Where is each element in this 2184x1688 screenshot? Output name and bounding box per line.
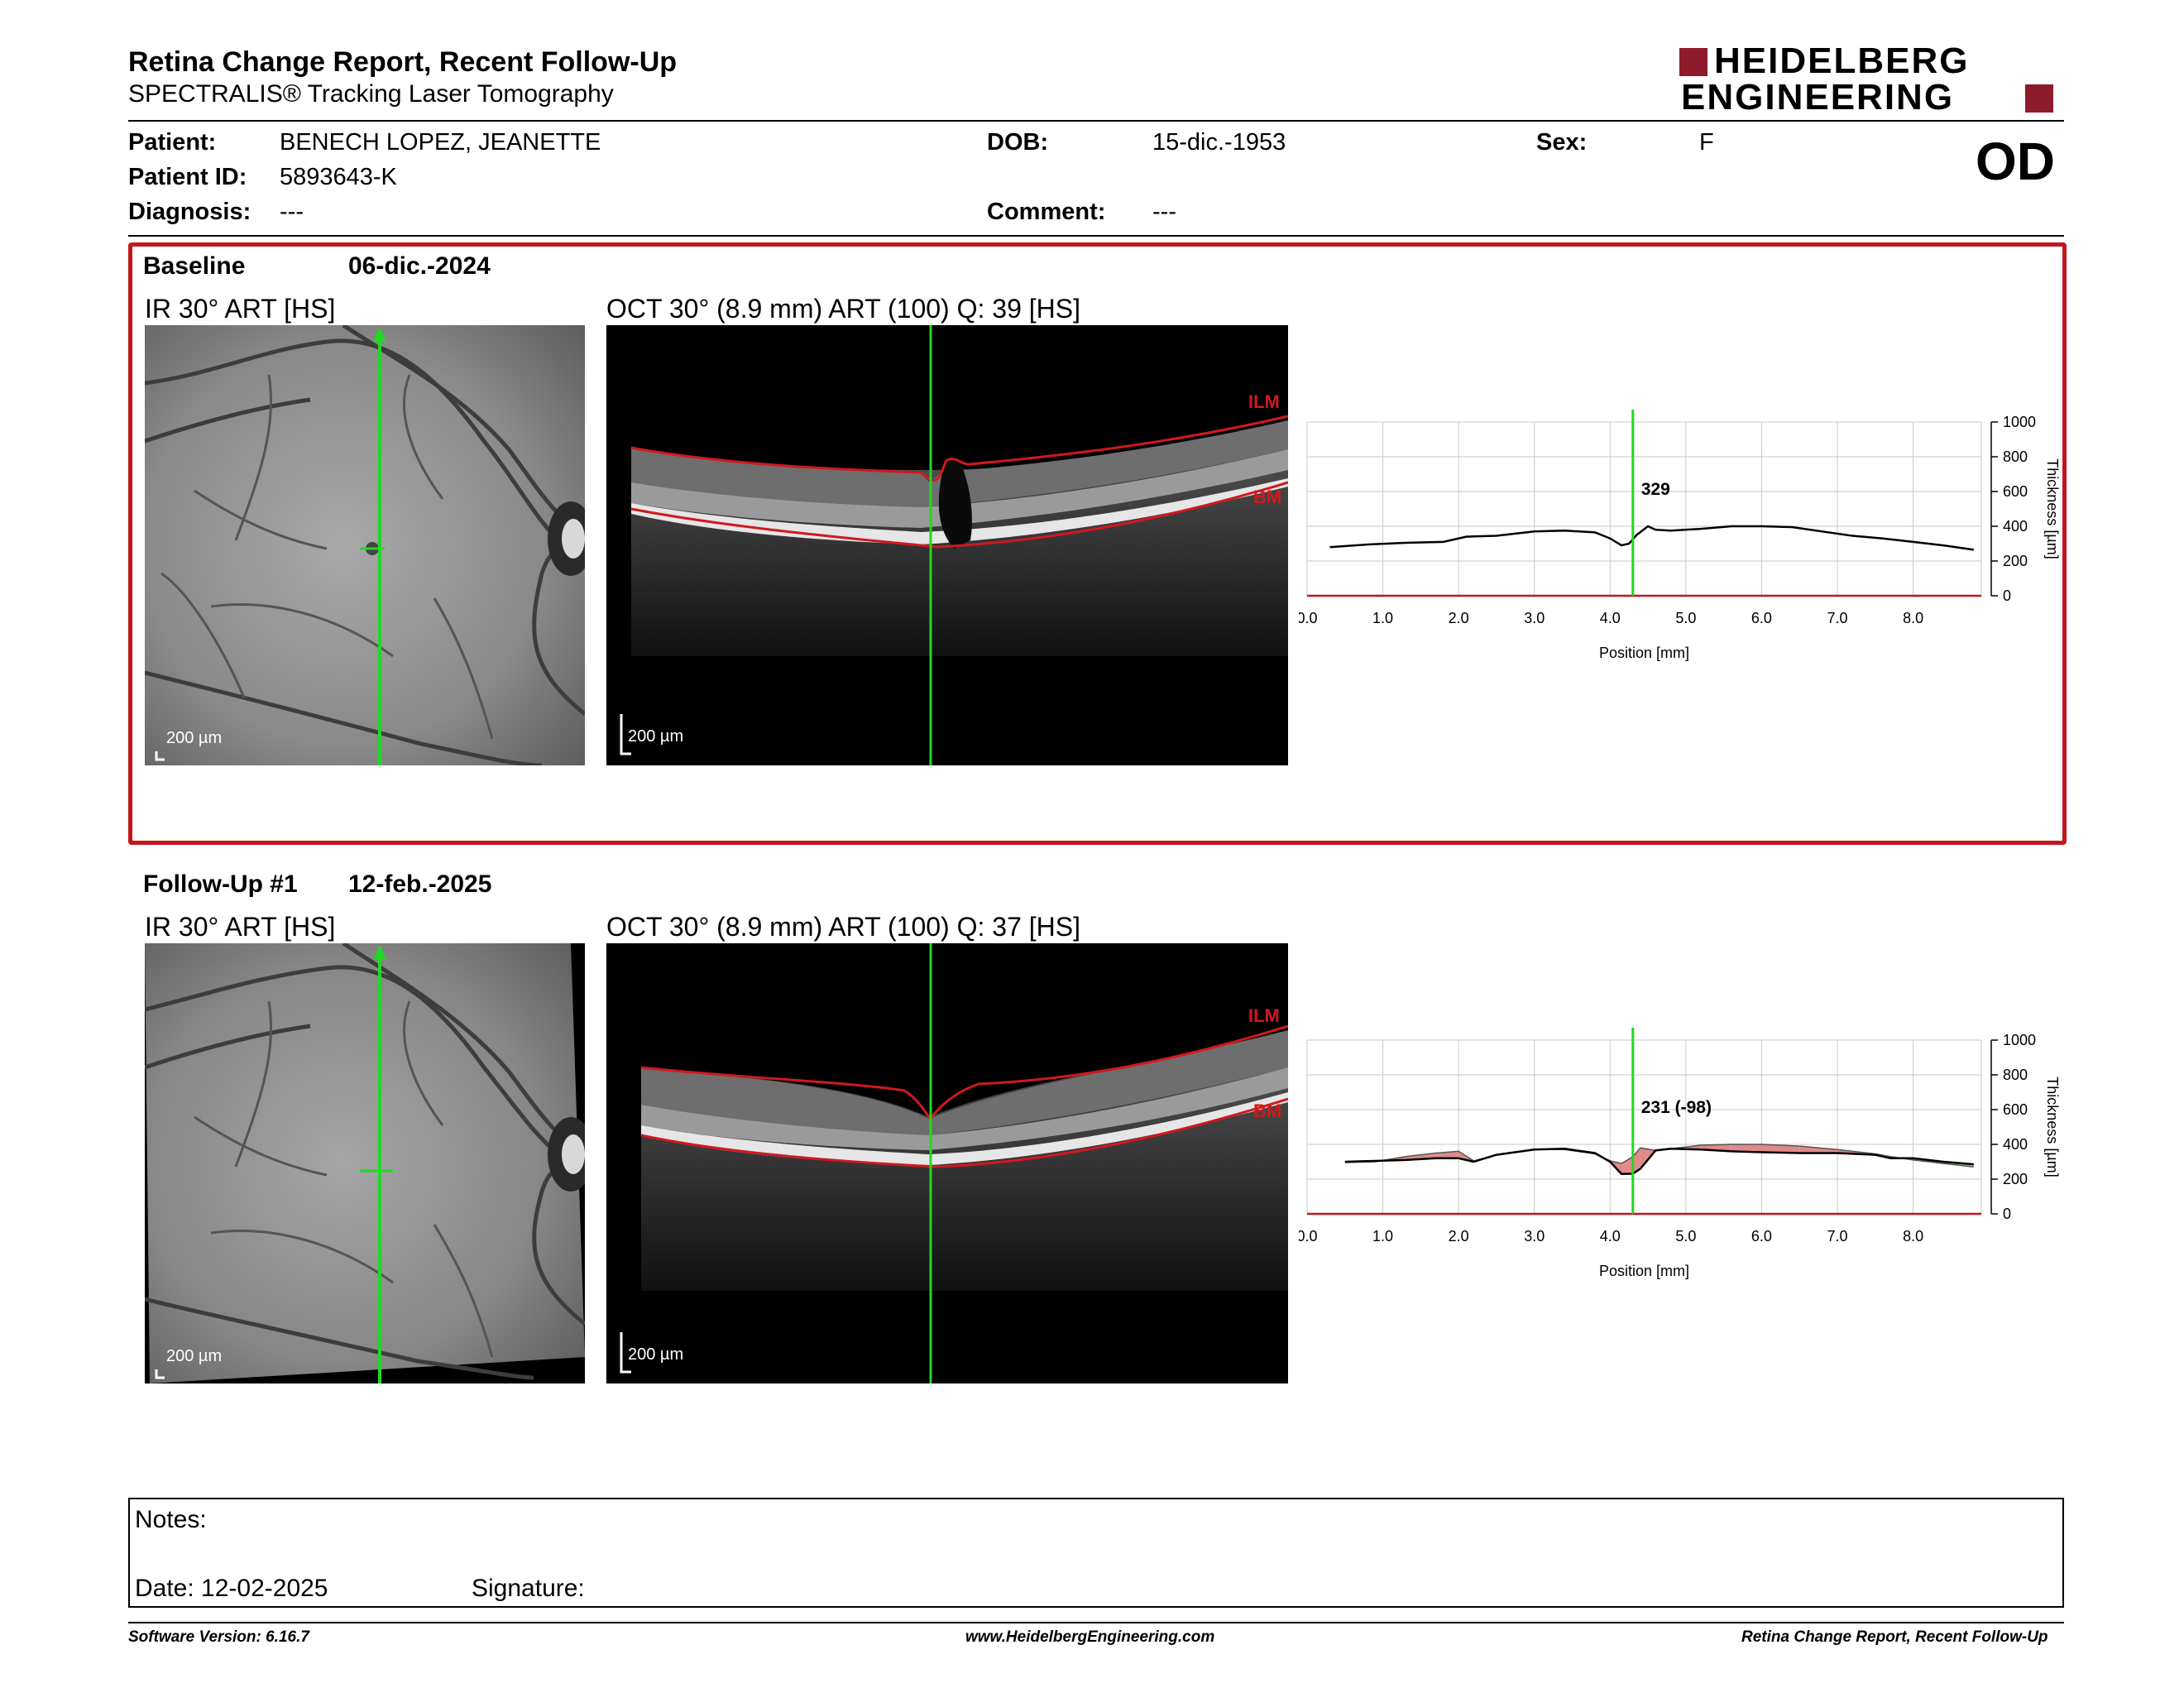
- x-tick-label: 0.0: [1299, 1228, 1318, 1244]
- followup-label: Follow-Up #1: [143, 870, 298, 898]
- cursor-value-label: 329: [1641, 480, 1670, 499]
- baseline-oct-label: OCT 30° (8.9 mm) ART (100) Q: 39 [HS]: [606, 294, 1080, 324]
- x-tick-label: 4.0: [1600, 1228, 1621, 1244]
- notes-label: Notes:: [135, 1506, 207, 1533]
- notes-date: Date: 12-02-2025: [135, 1575, 328, 1602]
- cursor-value-label: 231 (-98): [1641, 1098, 1712, 1117]
- baseline-bm-label: BM: [1253, 487, 1282, 507]
- signature-label: Signature:: [472, 1575, 585, 1602]
- x-tick-label: 4.0: [1600, 610, 1621, 626]
- followup-oct-label: OCT 30° (8.9 mm) ART (100) Q: 37 [HS]: [606, 912, 1080, 942]
- y-tick-label: 1000: [2003, 414, 2036, 430]
- eye-indicator: OD: [1976, 132, 2055, 191]
- followup-oct-scale: 200 µm: [628, 1345, 684, 1364]
- baseline-thickness-chart: 0 200 400 600 800 1000 0.0 1.0 2.0 3.0 4.0 5.0 6.0 7.…: [1299, 410, 2061, 661]
- difference-area: [1632, 1148, 1640, 1174]
- x-tick-label: 5.0: [1675, 1228, 1696, 1244]
- y-tick-label: 1000: [2003, 1032, 2036, 1048]
- x-tick-label: 7.0: [1827, 610, 1847, 626]
- x-tick-label: 6.0: [1751, 610, 1772, 626]
- x-tick-label: 5.0: [1675, 610, 1696, 626]
- x-axis-label: Position [mm]: [1599, 1263, 1689, 1279]
- x-tick-label: 1.0: [1372, 1228, 1393, 1244]
- baseline-ir-label: IR 30° ART [HS]: [145, 294, 336, 324]
- followup-ir-label: IR 30° ART [HS]: [145, 912, 336, 942]
- y-tick-label: 400: [2003, 1136, 2028, 1153]
- followup-thickness-chart: 0 200 400 600 800 1000 0.0 1.0 2.0 3.0 4.0 5.0 6.0 7.…: [1299, 1028, 2061, 1279]
- followup-ir-image: 200 µm: [144, 941, 594, 1383]
- y-tick-label: 0: [2003, 1206, 2011, 1222]
- comment-value: ---: [1152, 199, 1176, 225]
- x-tick-label: 3.0: [1524, 1228, 1545, 1244]
- x-tick-label: 8.0: [1903, 610, 1923, 626]
- baseline-frame: [128, 242, 2067, 845]
- series-line: [1329, 525, 1975, 551]
- dob-value: 15-dic.-1953: [1152, 129, 1286, 156]
- followup-bm-label: BM: [1253, 1101, 1282, 1121]
- patient-id: 5893643-K: [280, 164, 397, 190]
- difference-area: [1621, 1156, 1633, 1174]
- difference-area: [1761, 1144, 1800, 1153]
- x-tick-label: 7.0: [1827, 1228, 1847, 1244]
- dob-label: DOB:: [987, 129, 1049, 156]
- y-axis-label: Thickness [µm]: [2044, 458, 2061, 559]
- x-tick-label: 1.0: [1372, 610, 1393, 626]
- notes-box: [128, 1498, 2064, 1608]
- y-tick-label: 600: [2003, 1101, 2028, 1118]
- x-axis-label: Position [mm]: [1599, 645, 1689, 661]
- sex-value: F: [1699, 129, 1714, 156]
- comment-label: Comment:: [987, 199, 1106, 225]
- x-tick-label: 3.0: [1524, 610, 1545, 626]
- baseline-ir-image: 200 µm: [144, 323, 594, 768]
- baseline-date: 06-dic.-2024: [348, 252, 491, 280]
- heidelberg-logo: HEIDELBERG ENGINEERING: [1679, 43, 2060, 117]
- series-line: [1344, 1147, 1974, 1175]
- y-tick-label: 800: [2003, 1067, 2028, 1083]
- followup-oct-image: ILM BM 200 µm: [606, 943, 1289, 1383]
- baseline-ilm-label: ILM: [1248, 391, 1280, 412]
- footer-software-version: Software Version: 6.16.7: [128, 1628, 309, 1646]
- patient-label: Patient:: [128, 129, 217, 156]
- series-line-baseline: [1344, 1144, 1974, 1168]
- patient-name: BENECH LOPEZ, JEANETTE: [280, 129, 601, 156]
- footer-report-name: Retina Change Report, Recent Follow-Up: [1741, 1628, 2048, 1646]
- x-tick-label: 0.0: [1299, 610, 1318, 626]
- y-tick-label: 200: [2003, 1171, 2028, 1187]
- followup-date: 12-feb.-2025: [348, 870, 492, 898]
- y-tick-label: 400: [2003, 518, 2028, 535]
- difference-area: [1375, 1156, 1406, 1162]
- y-tick-label: 0: [2003, 587, 2011, 604]
- baseline-oct-image: ILM BM 200 µm: [606, 325, 1289, 765]
- diagnosis-value: ---: [280, 199, 304, 225]
- diagnosis-label: Diagnosis:: [128, 199, 251, 225]
- baseline-ir-scale: 200 µm: [166, 729, 223, 747]
- y-tick-label: 600: [2003, 483, 2028, 500]
- sex-label: Sex:: [1536, 129, 1588, 156]
- report-title: Retina Change Report, Recent Follow-Up: [128, 46, 678, 78]
- followup-ir-scale: 200 µm: [166, 1347, 223, 1365]
- x-tick-label: 2.0: [1449, 1228, 1469, 1244]
- y-axis-label: Thickness [µm]: [2044, 1077, 2061, 1177]
- difference-area: [1731, 1144, 1762, 1153]
- y-tick-label: 200: [2003, 553, 2028, 569]
- followup-ilm-label: ILM: [1248, 1005, 1280, 1026]
- difference-area: [1799, 1146, 1838, 1153]
- y-tick-label: 800: [2003, 448, 2028, 465]
- logo-line2: ENGINEERING: [1681, 77, 1955, 117]
- baseline-label: Baseline: [143, 252, 246, 280]
- x-tick-label: 8.0: [1903, 1228, 1923, 1244]
- x-tick-label: 2.0: [1449, 610, 1469, 626]
- patient-id-label: Patient ID:: [128, 164, 247, 190]
- logo-line1: HEIDELBERG: [1714, 41, 1970, 81]
- footer-website: www.HeidelbergEngineering.com: [965, 1628, 1215, 1646]
- x-tick-label: 6.0: [1751, 1228, 1772, 1244]
- report-subtitle: SPECTRALIS® Tracking Laser Tomography: [128, 80, 614, 108]
- baseline-oct-scale: 200 µm: [628, 727, 684, 746]
